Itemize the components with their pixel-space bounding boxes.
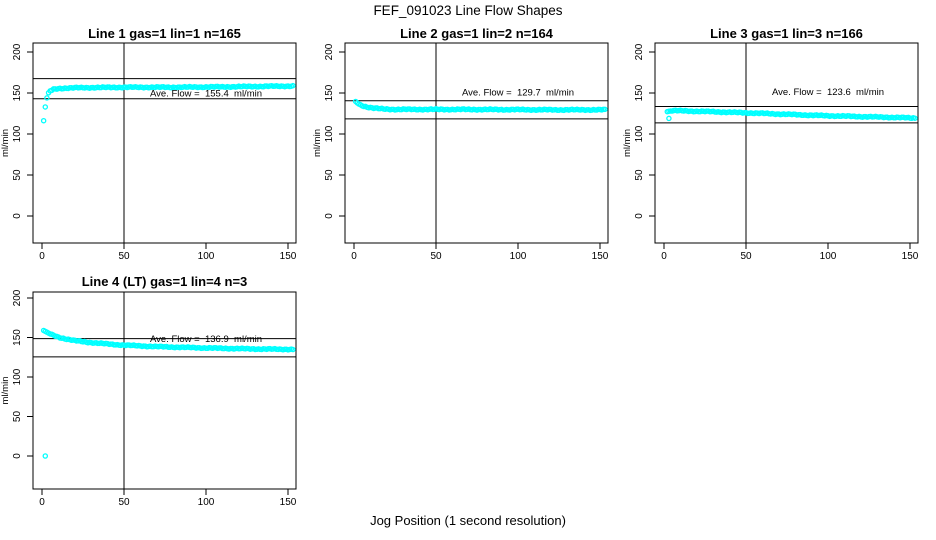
figure-title: FEF_091023 Line Flow Shapes (373, 3, 563, 18)
y-tick-label: 150 (324, 84, 335, 101)
flow-point (44, 95, 50, 101)
plot-border (654, 42, 919, 244)
x-tick-label: 50 (740, 251, 752, 262)
reference-lines (33, 43, 296, 243)
y-tick-label: 50 (324, 169, 335, 181)
plot-border (32, 291, 297, 490)
panel-title: Line 4 (LT) gas=1 lin=4 n=3 (82, 274, 248, 289)
y-axis-unit-label: ml/min (312, 129, 323, 157)
flow-point (42, 104, 49, 110)
x-tick-label: 150 (280, 497, 297, 508)
y-tick-label: 200 (12, 43, 23, 60)
panel-title: Line 2 gas=1 lin=2 n=164 (400, 26, 554, 41)
x-tick-label: 0 (661, 251, 667, 262)
avg-flow-annotation: Ave. Flow = 129.7 ml/min (462, 88, 574, 99)
x-tick-label: 100 (510, 251, 527, 262)
y-tick-label: 100 (634, 125, 645, 142)
y-tick-label: 150 (12, 329, 23, 346)
x-tick-label: 150 (592, 251, 609, 262)
x-tick-label: 0 (351, 251, 357, 262)
x-tick-label: 100 (820, 251, 837, 262)
x-tick-label: 0 (39, 497, 45, 508)
y-tick-label: 150 (634, 84, 645, 101)
y-tick-label: 200 (634, 43, 645, 60)
panel-title: Line 3 gas=1 lin=3 n=166 (710, 26, 863, 41)
data-points (40, 82, 296, 124)
x-tick-label: 50 (430, 251, 442, 262)
flow-point (602, 106, 608, 113)
axes: 0 50 100 150 200 0 50 100 150 (12, 289, 297, 508)
avg-flow-annotation: Ave. Flow = 136.9 ml/min (150, 334, 262, 345)
x-tick-label: 150 (280, 251, 297, 262)
x-tick-label: 50 (118, 497, 130, 508)
data-points (352, 98, 608, 114)
flow-point (290, 346, 296, 353)
plot-border (32, 42, 297, 244)
x-tick-label: 150 (902, 251, 919, 262)
y-tick-label: 200 (324, 43, 335, 60)
outlier-point (666, 115, 672, 122)
flow-point (40, 117, 47, 124)
data-points (664, 107, 918, 122)
y-axis-unit-label: ml/min (0, 377, 11, 405)
y-tick-label: 50 (12, 169, 23, 181)
y-tick-label: 50 (634, 169, 645, 181)
y-tick-label: 0 (634, 213, 645, 219)
x-tick-label: 50 (118, 251, 130, 262)
y-tick-label: 50 (12, 411, 23, 423)
y-axis-unit-label: ml/min (622, 129, 633, 157)
y-tick-label: 100 (12, 368, 23, 385)
x-axis-label: Jog Position (1 second resolution) (370, 513, 566, 528)
x-tick-label: 100 (198, 497, 215, 508)
data-points (40, 327, 296, 459)
y-tick-label: 0 (324, 213, 335, 219)
flow-point (912, 115, 918, 121)
y-axis-unit-label: ml/min (0, 129, 11, 157)
axes: 0 50 100 150 200 0 50 100 150 (324, 43, 609, 262)
avg-flow-annotation: Ave. Flow = 155.4 ml/min (150, 89, 262, 100)
y-tick-label: 200 (12, 289, 23, 306)
y-tick-label: 100 (12, 125, 23, 142)
y-tick-label: 0 (12, 453, 23, 459)
reference-lines (345, 43, 608, 243)
flow-point (290, 82, 296, 89)
avg-flow-annotation: Ave. Flow = 123.6 ml/min (772, 87, 884, 98)
axes: 0 50 100 150 200 0 50 100 150 (12, 43, 297, 262)
plot-border (344, 42, 609, 244)
panel-line1-chart: 0 50 100 150 200 0 50 100 150 ml/min Ave. Flow = 1… (0, 26, 297, 262)
outlier-point (42, 453, 49, 459)
x-tick-label: 0 (39, 251, 45, 262)
reference-lines (33, 292, 296, 489)
y-tick-label: 0 (12, 213, 23, 219)
panel-title: Line 1 gas=1 lin=1 n=165 (88, 26, 241, 41)
axes: 0 50 100 150 200 0 50 100 150 (634, 43, 919, 262)
y-tick-label: 100 (324, 125, 335, 142)
panel-line2-chart: 0 50 100 150 200 0 50 100 150 ml/min Ave. Flow = 1… (312, 26, 609, 262)
reference-lines (655, 43, 918, 243)
x-tick-label: 100 (198, 251, 215, 262)
panel-line4-chart: 0 50 100 150 200 0 50 100 150 ml/min Ave. Flow = 1… (0, 274, 297, 508)
panel-line3-chart: 0 50 100 150 200 0 50 100 150 ml/min Ave. Flow = 1… (622, 26, 919, 262)
y-tick-label: 150 (12, 84, 23, 101)
